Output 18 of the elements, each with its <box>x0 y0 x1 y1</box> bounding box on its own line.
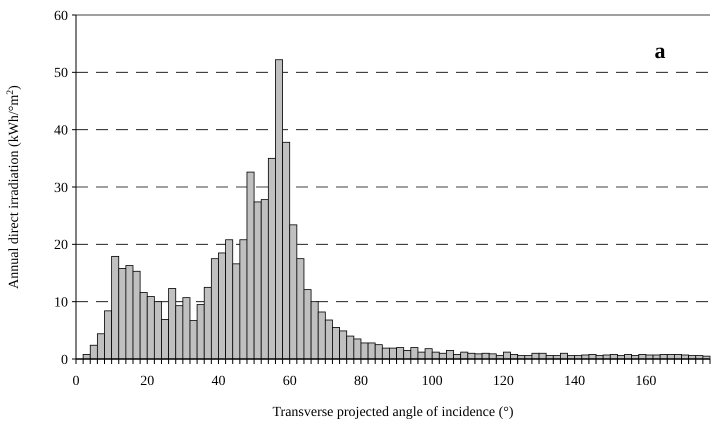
x-tick-label: 160 <box>635 374 656 389</box>
y-tick-label: 0 <box>61 352 68 368</box>
y-tick-label: 50 <box>54 66 68 82</box>
x-tick-label: 120 <box>492 374 514 389</box>
x-tick-label: 80 <box>354 374 368 389</box>
y-tick-label: 60 <box>54 8 68 24</box>
y-tick-label: 30 <box>54 180 68 196</box>
x-tick-label: 0 <box>72 374 80 389</box>
y-tick-label: 20 <box>54 238 68 254</box>
y-tick-label: 40 <box>54 124 68 139</box>
x-axis-title: Transverse projected angle of incidence (°) <box>272 405 514 420</box>
annotation: a <box>654 38 666 63</box>
x-tick-label: 40 <box>211 374 226 389</box>
y-tick-label: 10 <box>54 296 68 311</box>
x-tick-label: 20 <box>140 374 154 389</box>
x-tick-label: 140 <box>564 374 586 389</box>
x-tick-label: 100 <box>422 374 443 389</box>
x-tick-label: 60 <box>282 374 297 389</box>
